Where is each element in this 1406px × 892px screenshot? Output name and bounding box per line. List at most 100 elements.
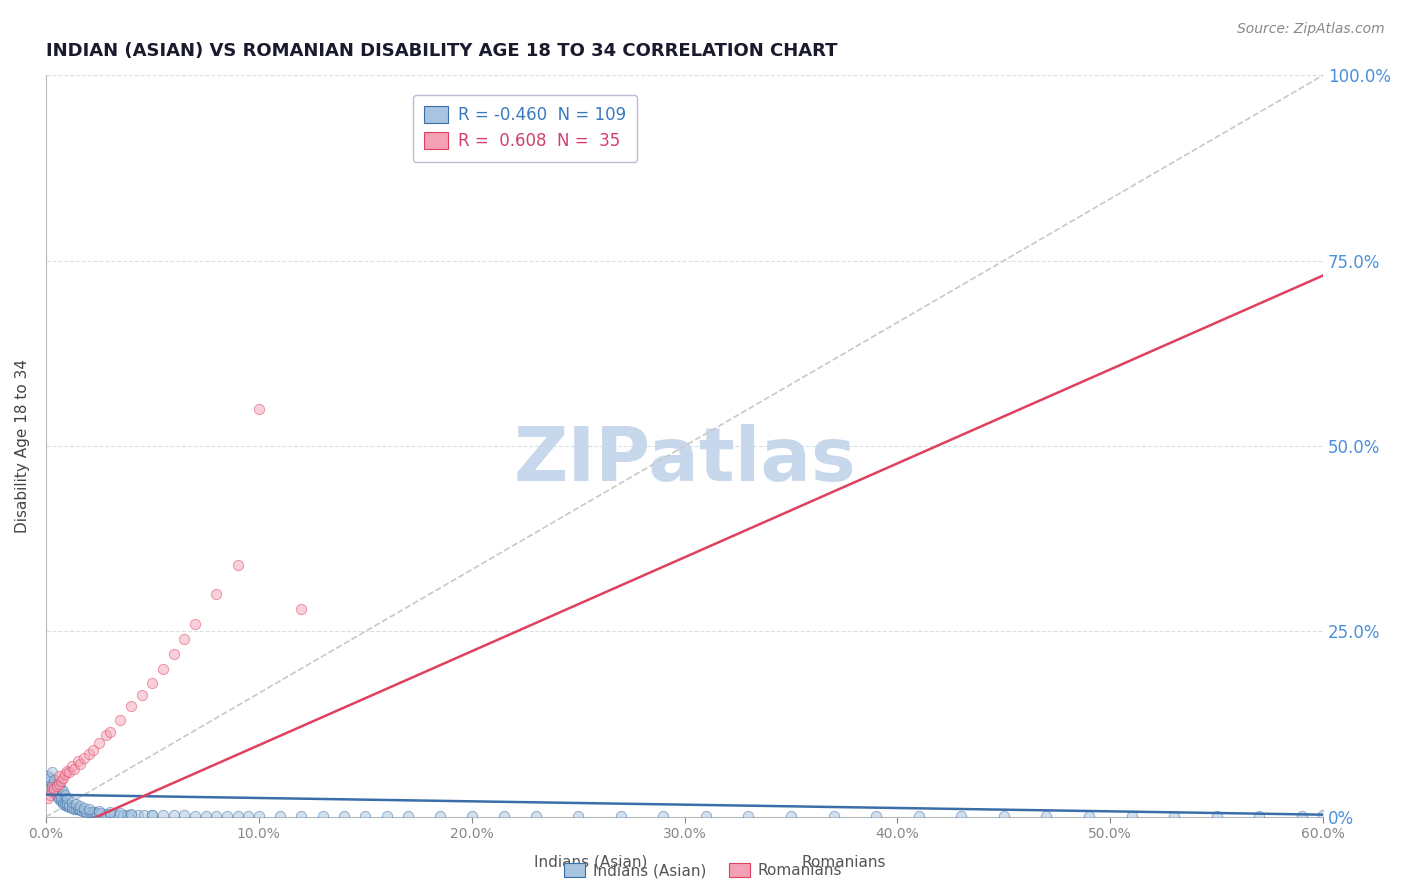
Point [98,806,121,821]
Point [312,809,335,823]
Point [77,802,100,816]
Point [75,805,97,819]
Point [73,801,96,815]
Point [609,809,631,823]
Point [41,779,63,793]
Point [429,809,451,823]
Point [53,788,76,802]
Point [695,809,717,823]
Point [44,772,66,787]
Point [290,809,312,823]
Point [194,809,217,823]
Point [53,798,76,813]
Point [823,809,845,823]
Point [62,762,84,776]
Point [52,795,75,809]
Text: ZIPatlas: ZIPatlas [513,425,856,498]
Point [94,728,117,742]
Legend: Indians (Asian), Romanians: Indians (Asian), Romanians [557,857,849,884]
Point [77,805,100,819]
Point [132,808,155,822]
Point [48,790,70,805]
Point [44,780,66,795]
Point [111,807,134,822]
Point [39,774,62,789]
Point [141,807,163,822]
Point [120,807,142,822]
Legend: R = -0.460  N = 109, R =  0.608  N =  35: R = -0.460 N = 109, R = 0.608 N = 35 [412,95,637,161]
Point [184,809,207,823]
Point [89,736,111,750]
Point [49,791,72,805]
Point [567,809,589,823]
Point [45,788,67,802]
Point [1078,809,1101,823]
Point [60,759,83,773]
Point [120,806,142,821]
Point [69,798,91,813]
Point [58,798,80,813]
Point [37,769,59,783]
Point [69,756,91,771]
Point [39,788,62,802]
Point [94,806,117,821]
Point [907,809,929,823]
Point [993,809,1015,823]
Point [131,688,153,702]
Point [86,806,108,821]
Point [53,796,76,810]
Point [44,784,66,798]
Point [41,765,63,780]
Point [238,809,260,823]
Point [49,794,72,808]
Point [70,804,93,818]
Point [41,780,63,795]
Point [173,632,195,646]
Point [1035,809,1057,823]
Point [60,800,83,814]
Point [41,781,63,796]
Point [90,806,112,821]
Point [120,698,142,713]
Point [269,809,291,823]
Point [1291,809,1313,823]
Point [226,809,249,823]
Point [56,798,79,813]
Point [184,617,207,632]
Point [115,807,138,822]
Point [107,807,129,822]
Point [152,808,174,822]
Point [48,769,70,783]
Point [73,804,96,818]
Y-axis label: Disability Age 18 to 34: Disability Age 18 to 34 [15,359,30,533]
Point [524,809,547,823]
Point [780,809,803,823]
Point [1163,809,1185,823]
Point [460,809,482,823]
Point [41,776,63,790]
Point [66,802,89,816]
Text: Source: ZipAtlas.com: Source: ZipAtlas.com [1237,22,1385,37]
Point [49,774,72,789]
Point [69,803,91,817]
Point [44,786,66,800]
Point [52,772,75,786]
Point [89,806,111,821]
Point [247,809,270,823]
Point [82,805,104,820]
Point [44,781,66,796]
Point [66,754,89,768]
Point [56,791,79,805]
Point [45,779,67,793]
Point [396,809,419,823]
Point [89,804,111,818]
Point [1121,809,1143,823]
Point [65,797,87,811]
Point [103,806,125,821]
Point [205,587,228,601]
Point [39,772,62,786]
Point [333,809,356,823]
Point [163,647,186,661]
Point [98,805,121,820]
Point [58,765,80,780]
